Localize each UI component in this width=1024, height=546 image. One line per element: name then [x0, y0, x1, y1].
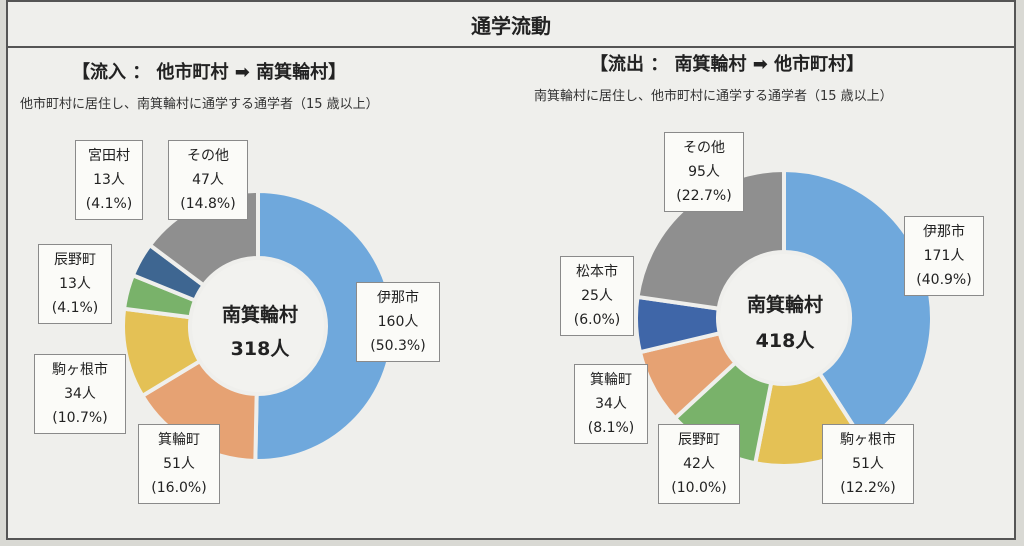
outflow-label-other: その他 95人 (22.7%) [664, 132, 744, 212]
slice-percent: (6.0%) [573, 312, 621, 328]
slice-name: 駒ヶ根市 [840, 432, 896, 448]
slice-count: 34人 [595, 396, 627, 412]
donut-center-disk [192, 260, 324, 392]
slice-count: 171人 [923, 248, 965, 264]
slice-name: その他 [683, 140, 725, 156]
outflow-label-komagane: 駒ヶ根市 51人 (12.2%) [822, 424, 914, 504]
slice-name: 辰野町 [54, 252, 96, 268]
inflow-label-miyada: 宮田村 13人 (4.1%) [75, 140, 143, 220]
inflow-label-other: その他 47人 (14.8%) [168, 140, 248, 220]
outflow-label-ina: 伊那市 171人 (40.9%) [904, 216, 984, 296]
slice-name: 駒ヶ根市 [52, 362, 108, 378]
slice-name: 伊那市 [923, 224, 965, 240]
slice-count: 42人 [683, 456, 715, 472]
outflow-subtitle: 南箕輪村に居住し、他市町村に通学する通学者（15 歳以上） [534, 89, 893, 104]
outflow-label-matsumoto: 松本市 25人 (6.0%) [560, 256, 634, 336]
inflow-label-minowa: 箕輪町 51人 (16.0%) [138, 424, 220, 504]
slice-count: 47人 [192, 172, 224, 188]
inflow-donut-chart [121, 188, 395, 464]
donut-slice-outflow-5 [635, 167, 786, 311]
slice-count: 51人 [852, 456, 884, 472]
slice-percent: (40.9%) [916, 272, 972, 288]
outflow-heading: 【流出 ： 南箕輪村 ➡ 他市町村】 [590, 54, 865, 75]
slice-percent: (4.1%) [85, 196, 133, 212]
inflow-heading: 【流入 ： 他市町村 ➡ 南箕輪村】 [72, 62, 347, 83]
slice-percent: (4.1%) [51, 300, 99, 316]
slice-percent: (8.1%) [587, 420, 635, 436]
outflow-donut-chart [634, 167, 934, 468]
slice-name: 箕輪町 [158, 432, 200, 448]
slice-name: 辰野町 [678, 432, 720, 448]
outflow-center-total: 418人 [755, 330, 815, 352]
outflow-center-label: 南箕輪村 [746, 294, 823, 316]
slice-count: 34人 [64, 386, 96, 402]
inflow-center-total: 318人 [230, 338, 290, 360]
slice-percent: (14.8%) [180, 196, 236, 212]
inflow-subtitle: 他市町村に居住し、南箕輪村に通学する通学者（15 歳以上） [20, 97, 379, 112]
slice-count: 25人 [581, 288, 613, 304]
outflow-label-minowa: 箕輪町 34人 (8.1%) [574, 364, 648, 444]
slice-count: 160人 [377, 314, 419, 330]
slice-name: 伊那市 [377, 290, 419, 306]
slice-count: 13人 [59, 276, 91, 292]
slice-percent: (12.2%) [840, 480, 896, 496]
slice-name: 箕輪町 [590, 372, 632, 388]
slice-percent: (10.7%) [52, 410, 108, 426]
donut-slice-inflow-0 [253, 188, 395, 463]
inflow-label-tatsuno: 辰野町 13人 (4.1%) [38, 244, 112, 324]
slice-percent: (10.0%) [671, 480, 727, 496]
slice-name: 松本市 [576, 264, 618, 280]
slice-count: 13人 [93, 172, 125, 188]
slice-count: 95人 [688, 164, 720, 180]
page-title: 通学流動 [8, 2, 1014, 48]
slice-name: 宮田村 [88, 148, 130, 164]
outflow-label-tatsuno: 辰野町 42人 (10.0%) [658, 424, 740, 504]
donut-center-disk [720, 254, 848, 382]
slice-percent: (50.3%) [370, 338, 426, 354]
slice-name: その他 [187, 148, 229, 164]
slice-percent: (22.7%) [676, 188, 732, 204]
slice-count: 51人 [163, 456, 195, 472]
inflow-label-komagane: 駒ヶ根市 34人 (10.7%) [34, 354, 126, 434]
inflow-center-label: 南箕輪村 [221, 304, 298, 326]
slice-percent: (16.0%) [151, 480, 207, 496]
inflow-label-ina: 伊那市 160人 (50.3%) [356, 282, 440, 362]
